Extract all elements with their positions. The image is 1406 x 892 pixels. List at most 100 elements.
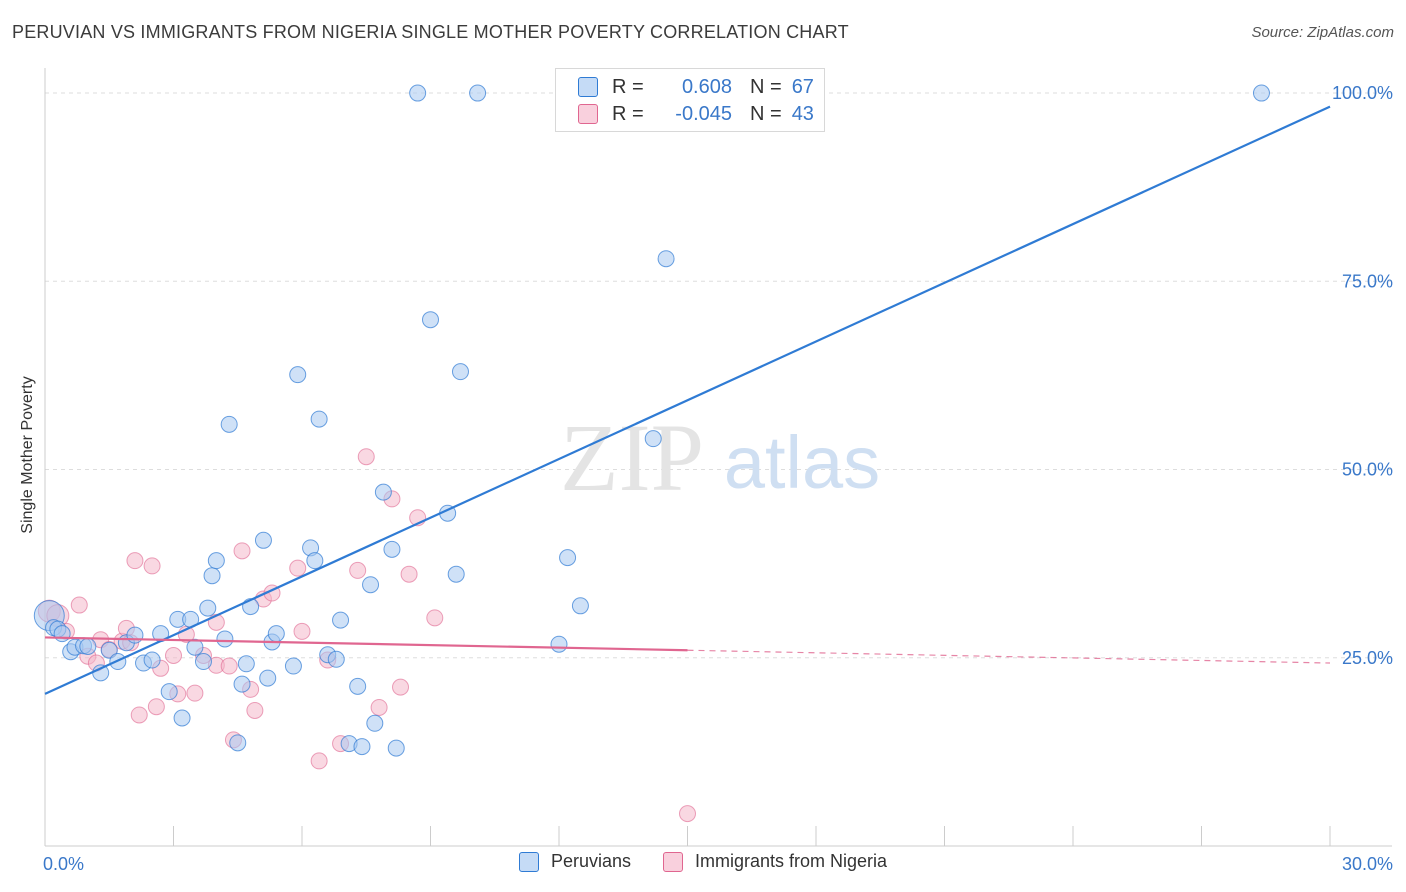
x-tick-label: 30.0% [1342,854,1393,874]
nigeria-swatch [663,851,683,872]
n-value: 67 [791,75,814,98]
watermark-atlas: atlas [724,421,880,504]
peruvian-point [79,637,97,655]
nigeria-point [143,557,161,575]
peruvian-point [306,552,324,570]
n-label: N = [750,75,782,98]
peruvian-point [289,366,307,384]
peruvian-point [199,599,217,617]
peruvian-point [53,625,71,643]
peruvian-point [383,540,401,558]
source-label: Source: ZipAtlas.com [1251,24,1394,41]
peruvian-point [451,363,469,381]
peruvian-point [571,597,589,615]
nigeria-point [246,701,264,719]
peruvian-point [284,657,302,675]
peruvian-point [353,738,371,756]
nigeria-point [400,565,418,583]
n-label: N = [750,102,782,125]
nigeria-point [349,561,367,579]
nigeria-point [310,752,328,770]
peruvian-point [216,630,234,648]
peruvian-point [194,653,212,671]
peruvian-point [469,84,487,102]
legend-label-nigeria: Immigrants from Nigeria [695,851,888,871]
y-tick-label: 75.0% [1342,271,1393,291]
nigeria-point [165,647,182,665]
nigeria-trend-line [44,636,688,652]
peruvian-point [362,576,380,594]
legend-item-peruvians[interactable]: Peruvians [518,851,631,872]
legend-label-peruvians: Peruvians [550,851,631,871]
peruvian-point [332,611,350,629]
nigeria-point [293,622,311,640]
legend-item-nigeria[interactable]: Immigrants from Nigeria [663,851,887,872]
peruvian-point [422,311,439,329]
nigeria-point [126,552,144,570]
series-legend: Peruvians Immigrants from Nigeria [0,851,1406,872]
x-tick-label: 0.0% [43,854,84,874]
peruvian-point [327,650,345,668]
peruvian-point [233,675,251,693]
peruvian-point [100,641,118,659]
nigeria-swatch [578,104,598,124]
peruvian-point [237,655,255,673]
gridlines [45,92,1392,659]
peruvians-swatch [578,77,598,97]
nigeria-point [679,805,696,823]
peruvian-point [160,683,178,701]
watermark: ZIP atlas [560,404,880,511]
watermark-zip: ZIP [560,404,704,511]
peruvian-point [92,664,110,682]
peruvian-point [220,415,238,433]
correlation-legend: R = 0.608 N = 67 R = -0.045 N = 43 [555,68,825,132]
peruvian-point [267,625,285,643]
tick-labels: 25.0% 50.0% 75.0% 100.0% 0.0% 30.0% [43,83,1393,874]
peruvian-point [387,739,405,757]
peruvian-point [207,552,225,570]
nigeria-point [289,559,307,577]
peruvian-point [644,430,662,448]
axes [44,68,1392,847]
legend-row-peruvians: R = 0.608 N = 67 [578,74,814,100]
nigeria-point [357,448,375,466]
r-value: -0.045 [675,102,732,125]
nigeria-point [147,698,165,716]
peruvian-point [447,565,465,583]
nigeria-point [130,706,148,724]
nigeria-trend-extension [687,649,1331,664]
peruvian-point [374,483,392,501]
peruvian-point [126,626,144,644]
peruvian-point [550,635,568,653]
legend-row-nigeria: R = -0.045 N = 43 [578,101,814,127]
n-value: 43 [791,102,814,125]
peruvian-point [1252,84,1270,102]
nigeria-point [220,657,238,675]
peruvian-point [657,250,675,268]
peruvian-point [143,651,161,669]
nigeria-point [370,698,388,716]
r-value: 0.608 [681,75,732,98]
peruvians-swatch [518,851,539,872]
peruvian-point [349,677,367,695]
peruvian-point [409,84,427,102]
peruvian-trend-line [44,105,1331,695]
peruvian-point [559,549,577,567]
r-label: R = [612,102,644,125]
nigeria-point [426,609,444,627]
y-tick-label: 100.0% [1332,83,1393,103]
peruvian-point [259,669,277,687]
nigeria-point [392,678,410,696]
peruvian-point [229,734,247,752]
peruvian-point [173,709,191,727]
peruvian-point [366,714,384,732]
peruvian-point [203,567,221,585]
nigeria-point [186,684,204,702]
y-tick-label: 25.0% [1342,648,1393,668]
peruvian-point [310,410,328,428]
y-tick-label: 50.0% [1342,460,1393,480]
nigeria-point [233,542,251,560]
peruvian-point [186,638,204,656]
nigeria-point [70,596,88,614]
